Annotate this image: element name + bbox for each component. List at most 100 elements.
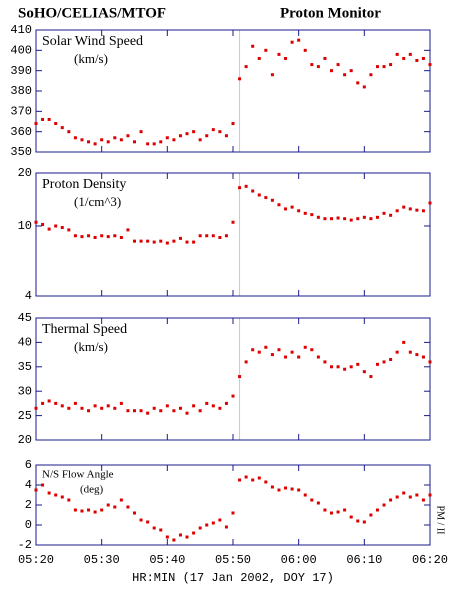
data-point (375, 215, 379, 219)
data-point (159, 239, 163, 243)
data-point (139, 239, 143, 243)
data-point (159, 409, 163, 413)
data-point (382, 211, 386, 215)
data-point (192, 531, 196, 535)
y-tick-label: 360 (10, 125, 32, 139)
data-point (238, 186, 242, 190)
data-point (185, 535, 189, 539)
data-point (290, 487, 294, 491)
data-point (80, 509, 84, 513)
data-point (67, 406, 71, 410)
data-point (218, 130, 222, 134)
data-point (251, 189, 255, 193)
data-point (60, 404, 64, 408)
data-point (126, 228, 130, 232)
data-point (264, 345, 268, 349)
data-point (60, 226, 64, 230)
data-point (192, 404, 196, 408)
data-point (389, 357, 393, 361)
data-point (73, 234, 77, 238)
data-point (211, 404, 215, 408)
data-point (41, 222, 45, 226)
data-point (415, 353, 419, 357)
y-tick-label: 6 (25, 458, 32, 472)
data-point (251, 348, 255, 352)
y-tick-label: 410 (10, 23, 32, 37)
data-point (316, 501, 320, 505)
data-point (323, 217, 327, 221)
data-point (218, 235, 222, 239)
data-point (349, 515, 353, 519)
data-point (290, 205, 294, 209)
panel-unit: (1/cm^3) (74, 194, 121, 209)
data-point (362, 215, 366, 219)
data-point (126, 409, 130, 413)
data-point (231, 122, 235, 126)
data-point (73, 136, 77, 140)
data-point (113, 505, 117, 509)
data-point (224, 525, 228, 529)
y-tick-label: 350 (10, 145, 32, 159)
x-tick-label: 05:50 (215, 553, 251, 567)
data-point (415, 59, 419, 62)
data-point (106, 235, 110, 239)
y-tick-label: -2 (18, 538, 32, 552)
data-point (402, 491, 406, 495)
y-tick-label: 400 (10, 44, 32, 58)
data-point (389, 63, 393, 67)
data-point (185, 240, 189, 244)
data-point (67, 228, 71, 232)
data-point (297, 488, 301, 492)
data-point (362, 520, 366, 524)
data-point (54, 401, 58, 405)
data-point (172, 538, 176, 542)
data-point (382, 503, 386, 507)
data-point (87, 140, 91, 144)
data-point (126, 134, 130, 138)
data-point (297, 38, 301, 42)
data-point (119, 498, 123, 502)
data-point (244, 184, 248, 188)
data-point (119, 235, 123, 239)
data-point (198, 409, 202, 413)
data-point (205, 523, 209, 527)
data-point (415, 493, 419, 497)
data-point (205, 401, 209, 405)
y-tick-label: 20 (18, 433, 32, 447)
data-point (231, 511, 235, 515)
data-point (336, 365, 340, 369)
data-point (323, 360, 327, 364)
data-point (165, 136, 169, 140)
data-point (421, 355, 425, 359)
data-point (316, 215, 320, 219)
data-point (310, 63, 314, 67)
data-point (251, 478, 255, 482)
x-axis-title: HR:MIN (17 Jan 2002, DOY 17) (132, 571, 334, 585)
panel-label: Proton Density (42, 177, 126, 192)
data-point (362, 370, 366, 374)
data-point (178, 406, 182, 410)
data-point (133, 239, 136, 243)
data-point (421, 209, 425, 213)
data-point (349, 218, 353, 222)
data-point (93, 404, 97, 408)
data-point (382, 360, 386, 364)
data-point (238, 375, 242, 379)
data-point (303, 493, 307, 497)
y-tick-label: 380 (10, 84, 32, 98)
data-point (395, 209, 399, 213)
data-point (264, 480, 268, 484)
data-point (369, 217, 373, 221)
data-point (34, 122, 38, 126)
data-point (428, 201, 432, 205)
data-point (375, 508, 379, 512)
data-point (375, 362, 379, 366)
data-point (60, 495, 64, 499)
data-point (408, 350, 412, 354)
data-point (428, 63, 432, 67)
data-point (211, 234, 215, 238)
data-point (198, 526, 202, 530)
data-point (408, 52, 412, 56)
data-point (270, 73, 274, 77)
